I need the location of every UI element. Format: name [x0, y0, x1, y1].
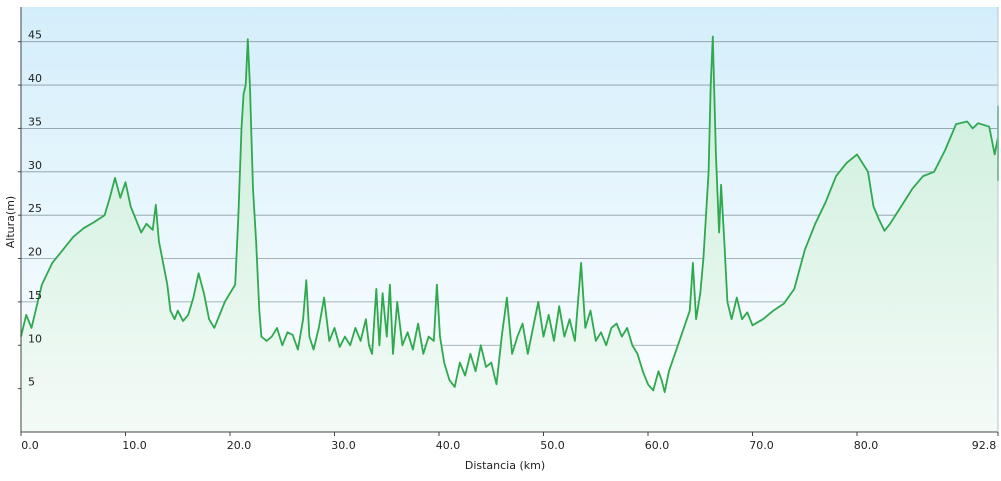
- x-tick-label: 10.0: [122, 439, 147, 452]
- x-tick-label: 70.0: [749, 439, 774, 452]
- x-axis-label: Distancia (km): [465, 459, 545, 472]
- y-axis-label: Altura(m): [4, 196, 17, 248]
- y-tick-label: 20: [28, 246, 42, 259]
- y-tick-label: 30: [28, 159, 42, 172]
- x-tick-label: 50.0: [540, 439, 565, 452]
- y-tick-label: 10: [28, 332, 42, 345]
- elevation-line: [20, 35, 999, 393]
- x-tick-label: 92.8: [972, 439, 997, 452]
- y-tick-label: 15: [28, 289, 42, 302]
- y-tick-label: 25: [28, 202, 42, 215]
- elevation-area-fill: [21, 36, 998, 432]
- x-tick-label: 40.0: [436, 439, 461, 452]
- x-tick-label: 0.0: [21, 439, 39, 452]
- y-tick-label: 45: [28, 29, 42, 42]
- y-tick-label: 35: [28, 115, 42, 128]
- x-tick-labels: 0.0 10.0 20.0 30.0 40.0 50.0 60.0 70.0 80.0 92.8: [20, 432, 999, 452]
- x-tick-label: 60.0: [645, 439, 670, 452]
- y-tick-label: 40: [28, 72, 42, 85]
- y-tick-label: 5: [28, 376, 35, 389]
- x-tick-label: 30.0: [331, 439, 356, 452]
- x-tick-label: 20.0: [227, 439, 252, 452]
- x-tick-label: 80.0: [854, 439, 879, 452]
- y-tick-labels: 5 10 15 20 25 30 35 40 45: [18, 29, 42, 390]
